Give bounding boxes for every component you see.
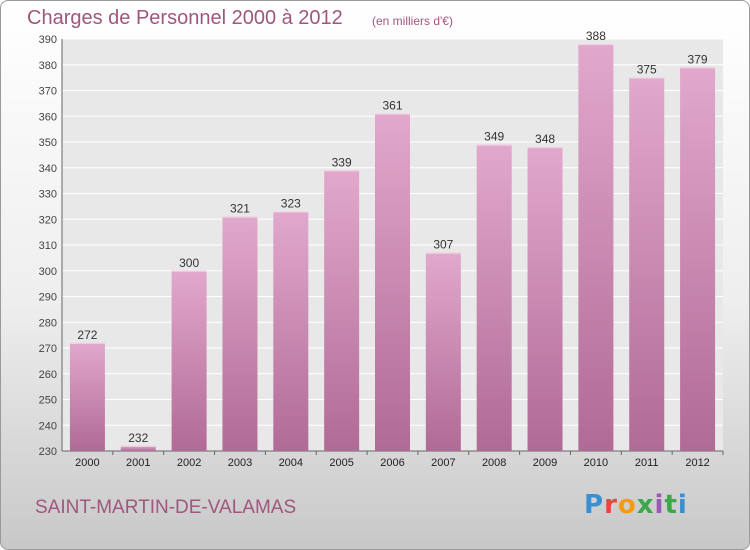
bar-2011 xyxy=(629,77,665,451)
bar-2002 xyxy=(171,270,207,451)
x-tick-label: 2008 xyxy=(482,457,506,469)
brand-letter: t xyxy=(664,490,678,520)
x-tick-label: 2000 xyxy=(75,457,99,469)
y-tick-label: 320 xyxy=(39,214,57,226)
data-label: 307 xyxy=(433,238,453,252)
y-tick-label: 250 xyxy=(39,395,57,407)
data-label: 388 xyxy=(586,29,606,43)
data-label: 321 xyxy=(230,202,250,216)
x-tick-label: 2005 xyxy=(329,457,353,469)
data-label: 272 xyxy=(77,328,97,342)
chart-title: Charges de Personnel 2000 à 2012 xyxy=(27,7,343,29)
bar-2009 xyxy=(527,147,563,451)
brand-letter: o xyxy=(617,490,637,520)
data-label: 361 xyxy=(382,99,402,113)
x-tick-label: 2007 xyxy=(431,457,455,469)
data-label: 323 xyxy=(281,197,301,211)
location-name: SAINT-MARTIN-DE-VALAMAS xyxy=(35,497,297,518)
proxiti-logo: Proxiti xyxy=(584,490,688,520)
x-tick-label: 2001 xyxy=(126,457,150,469)
data-label: 375 xyxy=(637,63,657,77)
y-tick-label: 380 xyxy=(39,60,57,72)
x-tick-label: 2011 xyxy=(635,457,659,469)
bar-2006 xyxy=(375,113,410,452)
x-tick-label: 2003 xyxy=(228,457,252,469)
y-tick-label: 260 xyxy=(39,369,57,381)
x-tick-label: 2004 xyxy=(279,457,303,469)
y-tick-label: 300 xyxy=(39,266,57,278)
y-tick-label: 360 xyxy=(39,111,57,123)
brand-letter: i xyxy=(677,490,688,520)
y-tick-label: 310 xyxy=(39,240,57,252)
chart-subtitle: (en milliers d'€) xyxy=(372,14,453,28)
y-tick-label: 240 xyxy=(39,420,57,432)
bar-2007 xyxy=(425,252,461,451)
bar-2000 xyxy=(69,342,105,451)
y-tick-label: 350 xyxy=(39,137,57,149)
bar-2008 xyxy=(476,144,512,451)
data-label: 232 xyxy=(128,431,148,445)
y-tick-label: 390 xyxy=(39,34,57,46)
x-tick-label: 2010 xyxy=(584,457,608,469)
x-tick-label: 2002 xyxy=(177,457,201,469)
y-tick-label: 290 xyxy=(39,292,57,304)
data-label: 349 xyxy=(484,130,504,144)
brand-letter: i xyxy=(654,490,665,520)
brand-letter: r xyxy=(604,490,618,520)
bar-2003 xyxy=(222,216,258,451)
data-label: 300 xyxy=(179,256,199,270)
brand-letter: P xyxy=(584,490,605,520)
y-tick-label: 280 xyxy=(39,317,57,329)
x-tick-label: 2009 xyxy=(533,457,557,469)
bar-2010 xyxy=(578,44,614,452)
data-label: 348 xyxy=(535,132,555,146)
bar-2001 xyxy=(120,445,156,451)
bar-2012 xyxy=(680,67,716,451)
x-tick-label: 2012 xyxy=(685,457,709,469)
x-tick-label: 2006 xyxy=(380,457,404,469)
y-tick-label: 230 xyxy=(39,446,57,458)
bar-2005 xyxy=(324,170,360,451)
brand-letter: x xyxy=(636,490,655,520)
data-label: 339 xyxy=(332,155,352,169)
bar-2004 xyxy=(273,211,309,451)
y-tick-label: 340 xyxy=(39,163,57,175)
data-label: 379 xyxy=(688,52,708,66)
y-tick-label: 330 xyxy=(39,189,57,201)
y-tick-label: 370 xyxy=(39,86,57,98)
y-tick-label: 270 xyxy=(39,343,57,355)
